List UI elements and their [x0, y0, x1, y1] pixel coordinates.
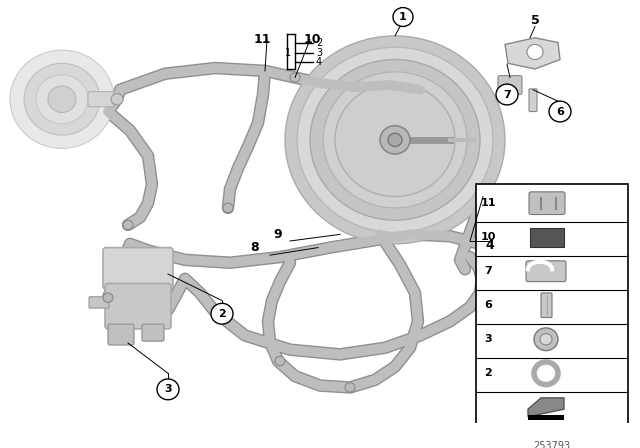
- Text: 11: 11: [253, 33, 271, 46]
- FancyBboxPatch shape: [529, 89, 537, 112]
- Circle shape: [476, 190, 490, 203]
- Polygon shape: [505, 38, 560, 69]
- Circle shape: [496, 84, 518, 105]
- Polygon shape: [528, 398, 564, 417]
- Text: 2: 2: [316, 39, 323, 48]
- FancyBboxPatch shape: [142, 324, 164, 341]
- FancyBboxPatch shape: [498, 76, 522, 95]
- Circle shape: [211, 303, 233, 324]
- Circle shape: [24, 63, 100, 135]
- Circle shape: [380, 126, 410, 154]
- Text: 8: 8: [251, 241, 259, 254]
- Circle shape: [323, 72, 467, 208]
- Text: 3: 3: [484, 334, 492, 344]
- Text: 1: 1: [399, 12, 407, 22]
- Circle shape: [527, 44, 543, 60]
- Text: 2: 2: [218, 309, 226, 319]
- Circle shape: [345, 383, 355, 392]
- Circle shape: [275, 356, 285, 366]
- Text: 7: 7: [484, 266, 492, 276]
- Circle shape: [534, 328, 558, 351]
- Text: 253793: 253793: [533, 441, 571, 448]
- Text: 7: 7: [503, 90, 511, 99]
- Circle shape: [36, 75, 88, 124]
- FancyBboxPatch shape: [530, 228, 564, 247]
- Text: 4: 4: [486, 239, 494, 252]
- Circle shape: [540, 334, 552, 345]
- FancyBboxPatch shape: [108, 324, 134, 345]
- Text: 9: 9: [274, 228, 282, 241]
- Circle shape: [111, 94, 123, 105]
- Circle shape: [285, 36, 505, 244]
- Text: 2: 2: [484, 368, 492, 378]
- Text: 10: 10: [480, 232, 496, 242]
- FancyBboxPatch shape: [528, 415, 564, 420]
- Text: 3: 3: [164, 384, 172, 394]
- Text: 6: 6: [484, 300, 492, 310]
- Text: 3: 3: [316, 48, 322, 58]
- Text: 10: 10: [303, 33, 321, 46]
- Circle shape: [223, 203, 233, 213]
- Circle shape: [103, 293, 113, 302]
- FancyBboxPatch shape: [105, 284, 171, 329]
- FancyBboxPatch shape: [103, 248, 173, 289]
- FancyBboxPatch shape: [88, 92, 114, 107]
- Circle shape: [534, 362, 558, 385]
- FancyBboxPatch shape: [529, 192, 565, 215]
- Circle shape: [393, 8, 413, 26]
- FancyBboxPatch shape: [541, 293, 552, 318]
- Circle shape: [10, 50, 114, 148]
- Circle shape: [297, 47, 493, 233]
- Text: 4: 4: [316, 57, 322, 67]
- Circle shape: [123, 220, 133, 230]
- Text: 5: 5: [531, 14, 540, 27]
- Circle shape: [157, 379, 179, 400]
- FancyBboxPatch shape: [526, 261, 566, 282]
- Circle shape: [388, 133, 402, 146]
- Circle shape: [549, 101, 571, 122]
- Circle shape: [290, 73, 300, 82]
- Circle shape: [335, 83, 455, 197]
- FancyBboxPatch shape: [89, 297, 109, 308]
- Text: 11: 11: [480, 198, 496, 208]
- Circle shape: [48, 86, 76, 112]
- Text: 6: 6: [556, 107, 564, 116]
- FancyBboxPatch shape: [476, 184, 628, 430]
- Text: 1: 1: [285, 48, 291, 58]
- Circle shape: [310, 60, 480, 220]
